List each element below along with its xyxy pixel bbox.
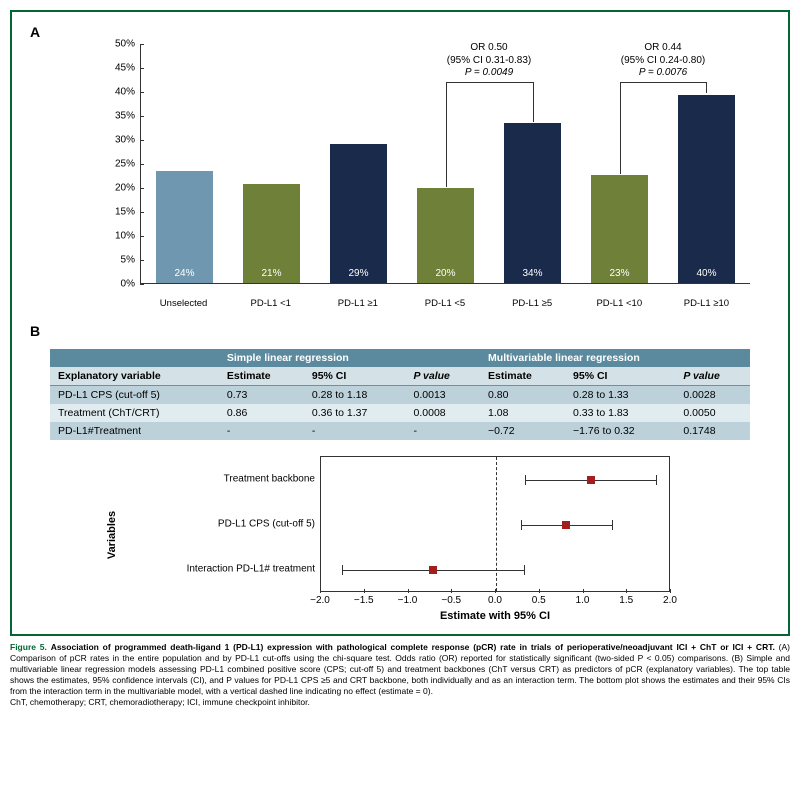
forest-plot: Variables Estimate with 95% CI −2.0−1.5−… xyxy=(120,450,680,620)
forest-row-label: PD-L1 CPS (cut-off 5) xyxy=(218,519,315,530)
bracket-annotation: OR 0.44(95% CI 0.24-0.80)P = 0.0076 xyxy=(590,42,736,80)
panel-b-label: B xyxy=(30,323,770,339)
bar: 24% xyxy=(156,171,214,283)
table-cell: 0.28 to 1.33 xyxy=(565,386,675,405)
col-header: 95% CI xyxy=(565,367,675,386)
col-header: Estimate xyxy=(480,367,565,386)
x-category-label: PD-L1 <10 xyxy=(579,298,659,309)
x-category-label: PD-L1 ≥5 xyxy=(492,298,572,309)
table-group-header: Simple linear regression xyxy=(219,349,480,367)
table-cell: - xyxy=(304,422,406,440)
table-header-row: Explanatory variable Estimate 95% CI P v… xyxy=(50,367,750,386)
x-category-label: PD-L1 <5 xyxy=(405,298,485,309)
bar-value-label: 23% xyxy=(591,268,649,279)
forest-row-label: Interaction PD-L1# treatment xyxy=(187,564,315,575)
table-group-header xyxy=(50,349,219,367)
ytick-label: 10% xyxy=(100,231,135,242)
x-category-label: Unselected xyxy=(144,298,224,309)
table-cell: PD-L1#Treatment xyxy=(50,422,219,440)
bar: 40% xyxy=(678,95,736,283)
bar-chart: 0%5%10%15%20%25%30%35%40%45%50% 24%21%29… xyxy=(100,44,750,309)
ytick-label: 20% xyxy=(100,183,135,194)
col-header: P value xyxy=(406,367,481,386)
caption-title: Association of programmed death-ligand 1… xyxy=(51,642,775,652)
caption-abbrev: ChT, chemotherapy; CRT, chemoradiotherap… xyxy=(10,697,310,707)
ytick-label: 0% xyxy=(100,279,135,290)
bar: 20% xyxy=(417,188,475,283)
table-cell: 0.0050 xyxy=(675,404,750,422)
bar-value-label: 20% xyxy=(417,268,475,279)
bar-value-label: 40% xyxy=(678,268,736,279)
table-cell: PD-L1 CPS (cut-off 5) xyxy=(50,386,219,405)
col-header: P value xyxy=(675,367,750,386)
table-cell: 0.0028 xyxy=(675,386,750,405)
ytick-label: 40% xyxy=(100,87,135,98)
table-cell: 0.86 xyxy=(219,404,304,422)
ytick-label: 50% xyxy=(100,39,135,50)
table-cell: - xyxy=(406,422,481,440)
bar-value-label: 21% xyxy=(243,268,301,279)
bar-value-label: 24% xyxy=(156,268,214,279)
regression-table: Simple linear regression Multivariable l… xyxy=(50,349,750,440)
x-category-label: PD-L1 <1 xyxy=(231,298,311,309)
bar-value-label: 34% xyxy=(504,268,562,279)
forest-xlabel: Estimate with 95% CI xyxy=(320,610,670,622)
panel-a-label: A xyxy=(30,24,770,40)
ytick-label: 35% xyxy=(100,111,135,122)
bar: 21% xyxy=(243,184,301,283)
bar-value-label: 29% xyxy=(330,268,388,279)
forest-xtick-label: 0.5 xyxy=(532,595,546,606)
figure-caption: Figure 5. Association of programmed deat… xyxy=(10,642,790,708)
table-cell: 0.1748 xyxy=(675,422,750,440)
forest-point xyxy=(587,476,595,484)
forest-point xyxy=(562,521,570,529)
forest-xtick-label: −1.5 xyxy=(354,595,374,606)
bar: 29% xyxy=(330,144,388,283)
ytick-label: 30% xyxy=(100,135,135,146)
forest-xtick-label: 0.0 xyxy=(488,595,502,606)
forest-xtick-label: −2.0 xyxy=(310,595,330,606)
forest-row-label: Treatment backbone xyxy=(224,473,315,484)
ytick-label: 5% xyxy=(100,255,135,266)
table-cell: 0.33 to 1.83 xyxy=(565,404,675,422)
bracket-annotation: OR 0.50(95% CI 0.31-0.83)P = 0.0049 xyxy=(416,42,562,80)
table-cell: −1.76 to 0.32 xyxy=(565,422,675,440)
table-row: PD-L1#Treatment---−0.72−1.76 to 0.320.17… xyxy=(50,422,750,440)
col-header: Estimate xyxy=(219,367,304,386)
ytick-label: 15% xyxy=(100,207,135,218)
bar: 34% xyxy=(504,123,562,283)
caption-fig-label: Figure 5. xyxy=(10,642,47,652)
forest-point xyxy=(429,566,437,574)
table-row: Treatment (ChT/CRT)0.860.36 to 1.370.000… xyxy=(50,404,750,422)
table-row: PD-L1 CPS (cut-off 5)0.730.28 to 1.180.0… xyxy=(50,386,750,405)
table-cell: 0.0013 xyxy=(406,386,481,405)
forest-xtick-label: 1.5 xyxy=(619,595,633,606)
bar: 23% xyxy=(591,175,649,283)
table-cell: 0.80 xyxy=(480,386,565,405)
table-cell: 0.28 to 1.18 xyxy=(304,386,406,405)
table-group-header-row: Simple linear regression Multivariable l… xyxy=(50,349,750,367)
col-header: 95% CI xyxy=(304,367,406,386)
forest-xtick-label: −0.5 xyxy=(441,595,461,606)
forest-xtick-label: 1.0 xyxy=(576,595,590,606)
x-category-label: PD-L1 ≥1 xyxy=(318,298,398,309)
table-cell: Treatment (ChT/CRT) xyxy=(50,404,219,422)
figure-frame: A 0% 5% 10% 15% 20% 25% 30% 35% 40% 45% 50% 24% 21%… xyxy=(10,10,790,636)
forest-xtick-label: −1.0 xyxy=(398,595,418,606)
table-group-header: Multivariable linear regression xyxy=(480,349,750,367)
table-cell: 0.73 xyxy=(219,386,304,405)
table-cell: 0.0008 xyxy=(406,404,481,422)
forest-ylabel: Variables xyxy=(106,511,118,559)
table-cell: −0.72 xyxy=(480,422,565,440)
table-cell: 1.08 xyxy=(480,404,565,422)
forest-xtick-label: 2.0 xyxy=(663,595,677,606)
x-category-label: PD-L1 ≥10 xyxy=(666,298,746,309)
ytick-label: 45% xyxy=(100,63,135,74)
col-header: Explanatory variable xyxy=(50,367,219,386)
ytick-label: 25% xyxy=(100,159,135,170)
table-cell: - xyxy=(219,422,304,440)
table-cell: 0.36 to 1.37 xyxy=(304,404,406,422)
